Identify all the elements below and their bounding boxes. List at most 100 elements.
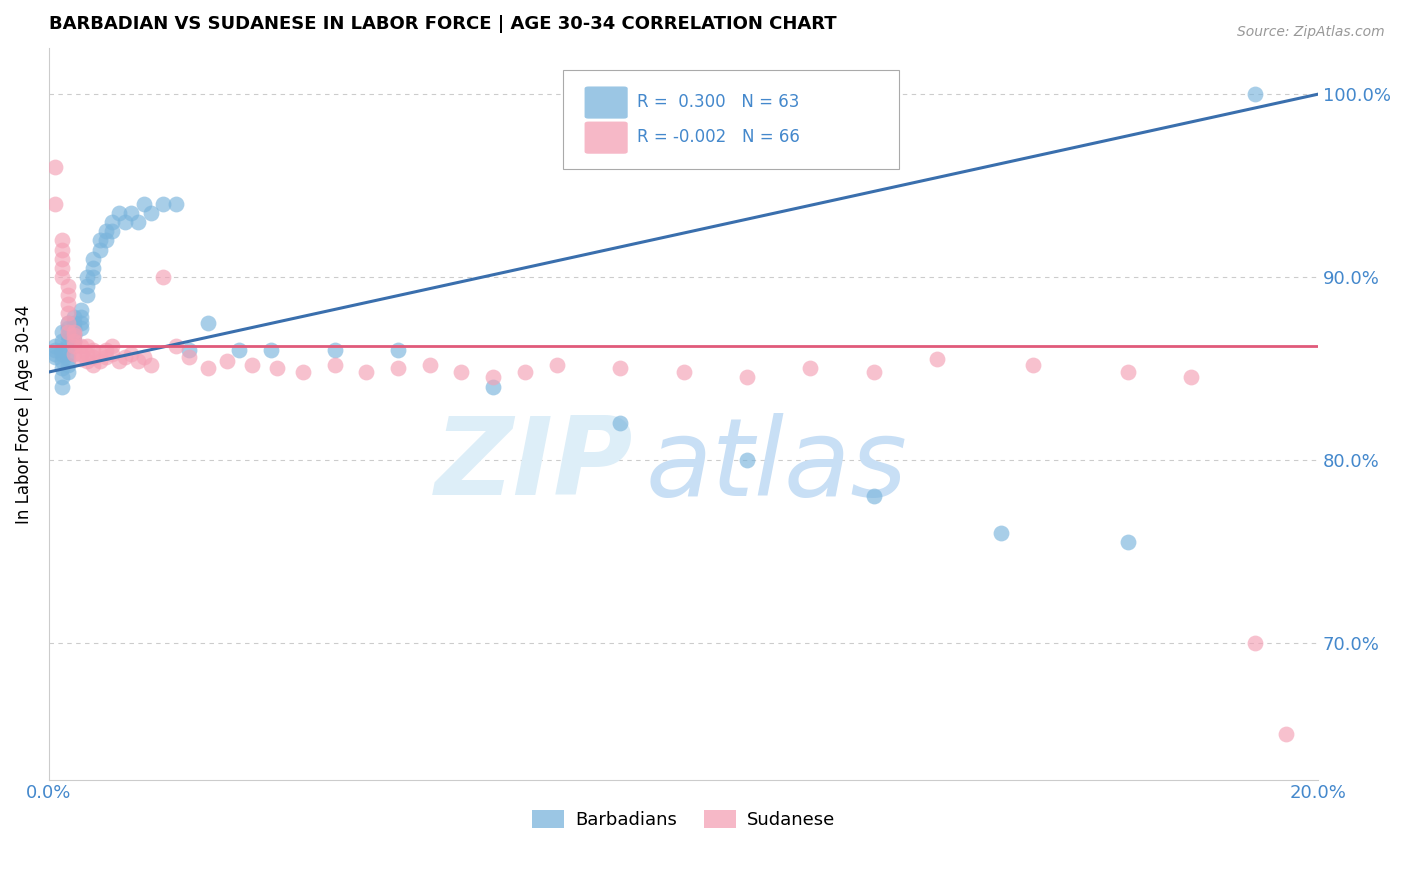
Point	[51, 260, 73, 275]
Point	[121, 347, 143, 361]
Point	[89, 347, 111, 361]
Point	[672, 365, 695, 379]
Point	[51, 243, 73, 257]
Point	[51, 233, 73, 247]
Point	[56, 316, 79, 330]
Point	[177, 351, 200, 365]
Point	[44, 161, 66, 175]
Point	[63, 334, 86, 348]
Point	[323, 343, 346, 357]
Point	[44, 343, 66, 357]
Point	[356, 365, 378, 379]
Point	[82, 269, 104, 284]
Point	[513, 365, 536, 379]
Point	[165, 339, 187, 353]
Point	[89, 233, 111, 247]
Point	[82, 351, 104, 365]
Text: Source: ZipAtlas.com: Source: ZipAtlas.com	[1237, 25, 1385, 39]
Point	[735, 370, 758, 384]
Point	[1275, 727, 1298, 741]
Point	[240, 358, 263, 372]
Point	[56, 306, 79, 320]
Point	[165, 196, 187, 211]
Point	[101, 224, 124, 238]
Point	[51, 334, 73, 348]
Point	[89, 354, 111, 368]
Point	[94, 224, 117, 238]
Point	[1243, 87, 1265, 102]
Point	[134, 196, 156, 211]
Point	[1116, 365, 1139, 379]
Point	[56, 297, 79, 311]
Point	[863, 489, 886, 503]
Point	[609, 416, 631, 430]
Point	[139, 358, 162, 372]
Point	[44, 347, 66, 361]
Point	[69, 310, 91, 325]
Point	[56, 352, 79, 367]
Point	[101, 339, 124, 353]
Point	[1180, 370, 1202, 384]
Point	[228, 343, 250, 357]
Point	[51, 325, 73, 339]
Point	[51, 343, 73, 357]
Point	[69, 321, 91, 335]
Point	[56, 288, 79, 302]
Text: R = -0.002   N = 66: R = -0.002 N = 66	[637, 128, 800, 146]
Point	[266, 361, 288, 376]
Point	[197, 361, 219, 376]
Point	[76, 339, 98, 353]
Point	[82, 260, 104, 275]
Point	[44, 351, 66, 365]
Point	[215, 354, 238, 368]
Point	[51, 269, 73, 284]
Point	[134, 351, 156, 365]
Point	[51, 354, 73, 368]
Point	[114, 351, 136, 365]
Point	[76, 288, 98, 302]
Point	[387, 361, 409, 376]
Point	[63, 328, 86, 343]
Point	[121, 206, 143, 220]
Point	[546, 358, 568, 372]
Point	[82, 252, 104, 266]
Point	[69, 352, 91, 367]
Point	[482, 379, 505, 393]
Point	[127, 215, 149, 229]
Point	[990, 525, 1012, 540]
Point	[51, 252, 73, 266]
Point	[1243, 635, 1265, 649]
Text: ZIP: ZIP	[434, 412, 633, 518]
Point	[89, 243, 111, 257]
Text: R =  0.300   N = 63: R = 0.300 N = 63	[637, 93, 799, 111]
Point	[76, 347, 98, 361]
Point	[56, 334, 79, 348]
Point	[94, 343, 117, 357]
Point	[76, 269, 98, 284]
Point	[82, 343, 104, 357]
Point	[101, 215, 124, 229]
Point	[63, 328, 86, 343]
Point	[63, 334, 86, 348]
Point	[69, 347, 91, 361]
Point	[863, 365, 886, 379]
Point	[63, 347, 86, 361]
Point	[152, 269, 174, 284]
Point	[56, 358, 79, 372]
FancyBboxPatch shape	[585, 121, 627, 153]
Point	[63, 339, 86, 353]
Point	[76, 354, 98, 368]
Point	[114, 215, 136, 229]
Legend: Barbadians, Sudanese: Barbadians, Sudanese	[524, 803, 842, 837]
Point	[177, 343, 200, 357]
Point	[139, 206, 162, 220]
Point	[101, 347, 124, 361]
Point	[44, 339, 66, 353]
Point	[482, 370, 505, 384]
Point	[56, 339, 79, 353]
Point	[51, 379, 73, 393]
Point	[323, 358, 346, 372]
Point	[799, 361, 821, 376]
Point	[56, 279, 79, 293]
FancyBboxPatch shape	[562, 70, 900, 169]
